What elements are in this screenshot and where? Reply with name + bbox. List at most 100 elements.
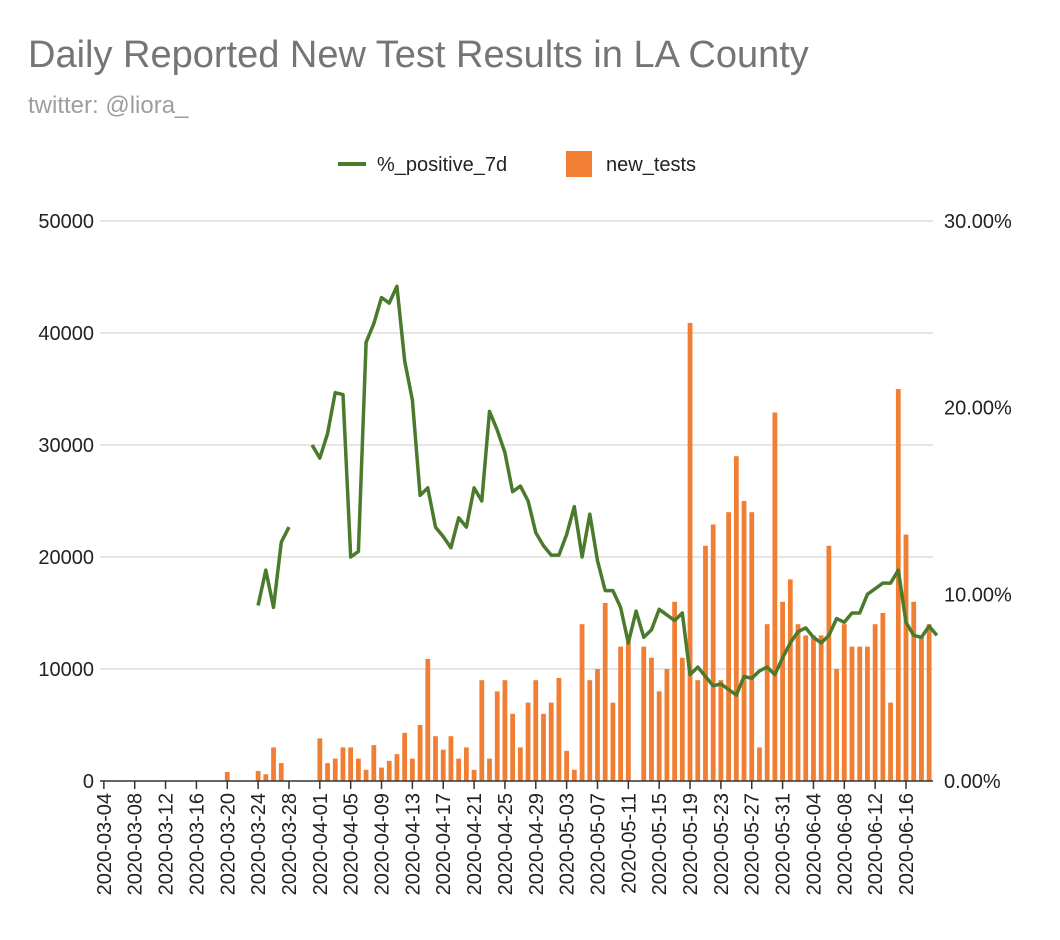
bar-new-tests <box>664 669 670 781</box>
bar-new-tests <box>703 545 708 781</box>
line-series-positive-7d <box>256 284 939 697</box>
x-tick-label: 2020-03-24 <box>248 793 270 895</box>
bar-new-tests <box>618 646 624 781</box>
x-tick-label: 2020-04-09 <box>372 793 394 895</box>
bar-new-tests <box>317 738 323 781</box>
chart-title: Daily Reported New Test Results in LA Co… <box>28 34 809 76</box>
bar-new-tests <box>340 747 346 781</box>
legend: %_positive_7d new_tests <box>338 151 696 177</box>
bar-new-tests <box>548 702 554 781</box>
bar-new-tests <box>695 680 701 781</box>
bar-new-tests <box>517 747 523 781</box>
y-right-tick-label: 10.00% <box>944 584 1012 606</box>
x-tick-label: 2020-05-11 <box>618 793 640 894</box>
bar-new-tests <box>795 624 801 781</box>
bar-new-tests <box>649 657 654 781</box>
x-tick-label: 2020-04-29 <box>526 793 548 895</box>
x-tick-label: 2020-03-16 <box>186 793 208 895</box>
y-left-tick-label: 10000 <box>38 659 94 681</box>
x-tick-label: 2020-05-19 <box>680 793 702 895</box>
bar-new-tests <box>602 602 608 781</box>
line-segment-positive-7d <box>310 284 939 697</box>
bar-new-tests <box>857 646 863 781</box>
x-tick-label: 2020-05-07 <box>587 793 609 895</box>
bar-new-tests <box>371 745 377 781</box>
y-left-tick-label: 20000 <box>38 547 94 569</box>
bar-new-tests <box>255 770 261 781</box>
legend-label-positive-7d: %_positive_7d <box>377 154 507 176</box>
bar-new-tests <box>348 747 354 781</box>
bar-new-tests <box>271 747 276 781</box>
bar-new-tests <box>440 749 446 781</box>
y-axis-left-labels: 0 10000 20000 30000 40000 50000 <box>38 211 94 793</box>
x-tick-label: 2020-03-04 <box>94 793 116 895</box>
x-tick-label: 2020-06-08 <box>834 793 856 895</box>
bar-new-tests <box>625 635 631 781</box>
bar-new-tests <box>679 657 685 781</box>
y-right-tick-label: 20.00% <box>944 398 1012 420</box>
x-tick-label: 2020-04-05 <box>341 793 363 895</box>
y-left-tick-label: 40000 <box>38 323 94 345</box>
bar-new-tests <box>811 635 816 781</box>
bar-new-tests <box>556 677 562 781</box>
y-left-tick-label: 50000 <box>38 211 94 233</box>
bar-new-tests <box>849 646 855 781</box>
bar-new-tests <box>903 534 909 781</box>
legend-label-new-tests: new_tests <box>606 154 696 176</box>
bar-new-tests <box>456 758 462 781</box>
x-tick-label: 2020-05-15 <box>649 793 671 895</box>
bar-new-tests <box>355 758 361 781</box>
bar-new-tests <box>764 624 770 781</box>
bar-new-tests <box>710 524 716 781</box>
y-right-tick-label: 30.00% <box>944 211 1012 233</box>
x-tick-label: 2020-06-12 <box>865 793 887 895</box>
bar-new-tests <box>448 736 454 781</box>
bar-new-tests <box>749 512 755 781</box>
bar-new-tests <box>479 680 485 781</box>
bar-new-tests <box>587 680 593 781</box>
x-tick-label: 2020-04-25 <box>495 793 517 895</box>
bar-new-tests <box>394 754 400 781</box>
bar-new-tests <box>880 613 886 781</box>
bar-new-tests <box>780 601 785 781</box>
x-tick-label: 2020-03-28 <box>279 793 301 895</box>
bar-new-tests <box>571 769 577 781</box>
x-tick-label: 2020-05-03 <box>557 793 579 895</box>
y-right-tick-label: 0.00% <box>944 771 1001 793</box>
bar-new-tests <box>726 512 731 781</box>
bar-new-tests <box>379 767 384 781</box>
bar-new-tests <box>718 680 724 781</box>
bar-new-tests <box>610 702 616 781</box>
x-tick-label: 2020-04-17 <box>433 793 455 895</box>
bar-new-tests <box>525 702 531 781</box>
bar-new-tests <box>926 624 932 781</box>
chart-subtitle: twitter: @liora_ <box>28 92 189 119</box>
bar-new-tests <box>409 758 415 781</box>
gridlines <box>100 220 933 670</box>
bar-new-tests <box>564 750 570 781</box>
bar-new-tests <box>541 713 546 781</box>
y-left-tick-label: 30000 <box>38 435 94 457</box>
x-tick-label: 2020-03-20 <box>217 793 239 895</box>
bar-new-tests <box>325 763 330 781</box>
bar-new-tests <box>579 624 585 781</box>
x-tick-label: 2020-06-16 <box>896 793 918 895</box>
bar-new-tests <box>772 412 778 781</box>
bar-new-tests <box>595 669 600 781</box>
bar-new-tests <box>417 725 423 781</box>
bar-new-tests <box>278 763 284 781</box>
bar-new-tests <box>641 646 647 781</box>
y-axis-right-labels: 0.00% 10.00% 20.00% 30.00% <box>944 211 1012 793</box>
bar-new-tests <box>687 322 693 781</box>
bar-new-tests <box>919 635 924 781</box>
legend-bar-swatch <box>566 151 592 177</box>
x-tick-label: 2020-04-21 <box>464 793 486 895</box>
x-tick-label: 2020-04-01 <box>310 793 332 895</box>
bar-new-tests <box>672 601 678 781</box>
bar-new-tests <box>463 747 469 781</box>
bar-new-tests <box>834 669 839 781</box>
bar-new-tests <box>487 758 492 781</box>
bar-new-tests <box>533 680 539 781</box>
bar-new-tests <box>510 713 516 781</box>
bar-new-tests <box>872 624 878 781</box>
